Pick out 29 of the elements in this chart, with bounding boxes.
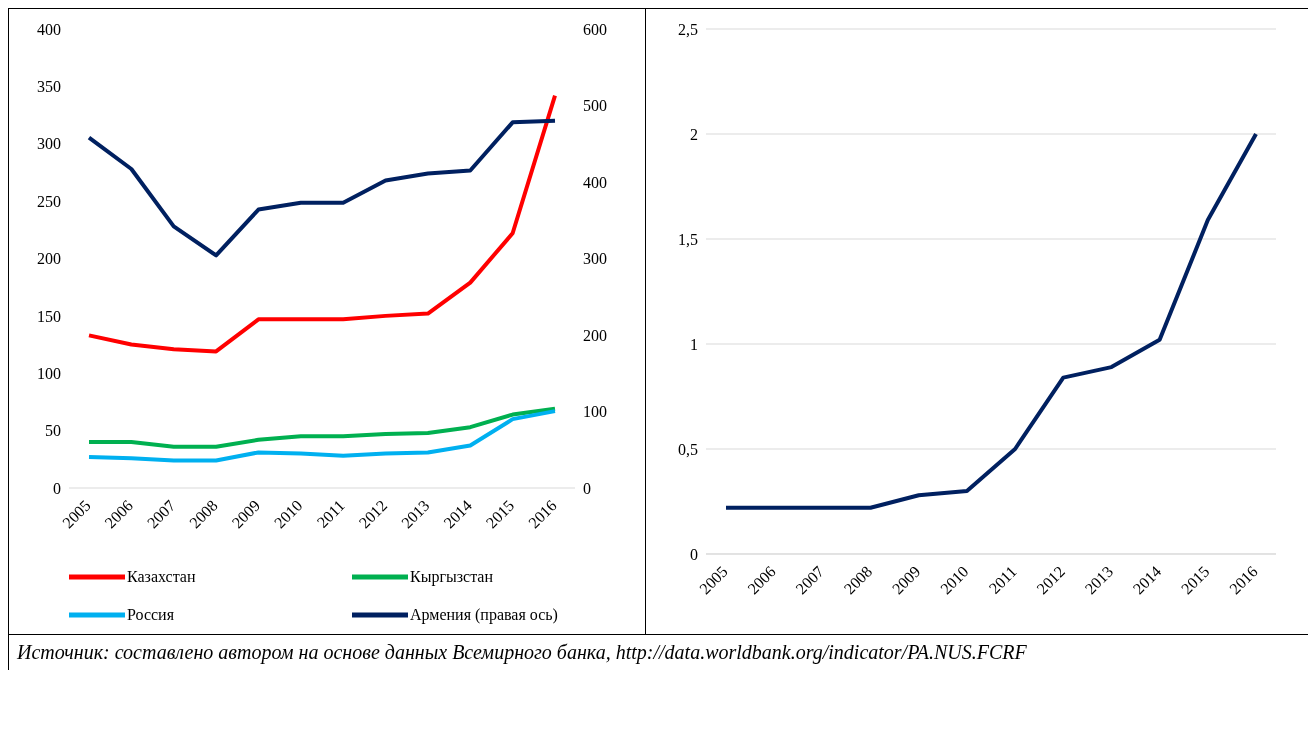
y-tick-label: 1,5	[678, 230, 698, 248]
y-tick-label: 150	[37, 307, 61, 325]
x-tick-label: 2011	[985, 562, 1020, 597]
legend-label: Армения (правая ось)	[410, 606, 558, 624]
y-tick-label: 50	[45, 422, 61, 440]
x-tick-label: 2011	[313, 496, 348, 531]
y-tick-label: 100	[37, 364, 61, 382]
text: Источник: составлено автором на основе данных Всемирного банка, http://data.worldbank.org/indicator/PA.NUS.FCRF	[17, 641, 1028, 664]
y-tick-label: 0,5	[678, 440, 698, 458]
legend-label: Казахстан	[127, 568, 196, 586]
y-tick-label: 2,5	[678, 20, 698, 38]
y-tick-label: 2	[690, 125, 698, 143]
y-tick-label: 0	[53, 479, 61, 497]
y-tick-label: 0	[690, 545, 698, 563]
y2-tick-label: 500	[583, 97, 607, 115]
y-tick-label: 400	[37, 20, 61, 38]
y2-tick-label: 600	[583, 20, 607, 38]
y2-tick-label: 0	[583, 479, 591, 497]
legend-label: Россия	[127, 606, 175, 624]
y2-tick-label: 200	[583, 326, 607, 344]
y-tick-label: 200	[37, 250, 61, 268]
y2-tick-label: 300	[583, 250, 607, 268]
y2-tick-label: 100	[583, 403, 607, 421]
y-tick-label: 1	[690, 335, 698, 353]
y-tick-label: 350	[37, 78, 61, 96]
y2-tick-label: 400	[583, 173, 607, 191]
y-tick-label: 300	[37, 135, 61, 153]
y-tick-label: 250	[37, 192, 61, 210]
legend-label: Кыргызстан	[410, 568, 494, 586]
